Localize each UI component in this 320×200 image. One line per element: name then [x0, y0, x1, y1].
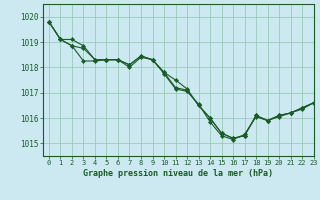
- X-axis label: Graphe pression niveau de la mer (hPa): Graphe pression niveau de la mer (hPa): [84, 169, 273, 178]
